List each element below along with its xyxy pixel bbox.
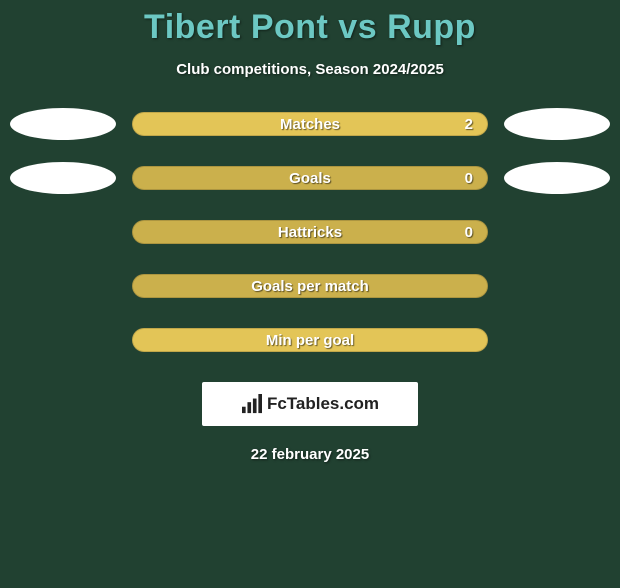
stat-label: Goals — [289, 170, 331, 187]
fctables-logo: FcTables.com — [202, 382, 418, 426]
stat-row: Matches 2 — [10, 108, 610, 140]
oval-placeholder — [10, 324, 116, 356]
bars-icon — [241, 394, 263, 414]
stat-label: Min per goal — [266, 332, 354, 349]
logo-main: Tables — [287, 394, 340, 413]
stat-bar: Goals 0 — [132, 166, 488, 190]
stat-row: Goals 0 — [10, 162, 610, 194]
stat-value: 0 — [465, 170, 473, 187]
stat-value: 2 — [465, 116, 473, 133]
oval-placeholder — [504, 216, 610, 248]
page-title: Tibert Pont vs Rupp — [0, 8, 620, 47]
stat-value: 0 — [465, 224, 473, 241]
stat-row: Hattricks 0 — [10, 216, 610, 248]
logo-text: FcTables.com — [267, 394, 379, 414]
player-oval-left — [10, 108, 116, 140]
oval-placeholder — [504, 270, 610, 302]
player-oval-left — [10, 162, 116, 194]
stat-bar: Hattricks 0 — [132, 220, 488, 244]
player-oval-right — [504, 162, 610, 194]
stats-container: Matches 2 Goals 0 Hattricks 0 Goals per match M… — [0, 108, 620, 356]
player-oval-right — [504, 108, 610, 140]
logo-prefix: Fc — [267, 394, 287, 413]
stat-label: Goals per match — [251, 278, 369, 295]
stat-bar: Min per goal — [132, 328, 488, 352]
date-text: 22 february 2025 — [0, 446, 620, 463]
stat-row: Goals per match — [10, 270, 610, 302]
stat-label: Matches — [280, 116, 340, 133]
oval-placeholder — [10, 270, 116, 302]
oval-placeholder — [504, 324, 610, 356]
stat-bar: Goals per match — [132, 274, 488, 298]
subtitle: Club competitions, Season 2024/2025 — [0, 61, 620, 78]
logo-suffix: .com — [339, 394, 379, 413]
oval-placeholder — [10, 216, 116, 248]
stat-label: Hattricks — [278, 224, 342, 241]
stat-row: Min per goal — [10, 324, 610, 356]
stat-bar: Matches 2 — [132, 112, 488, 136]
